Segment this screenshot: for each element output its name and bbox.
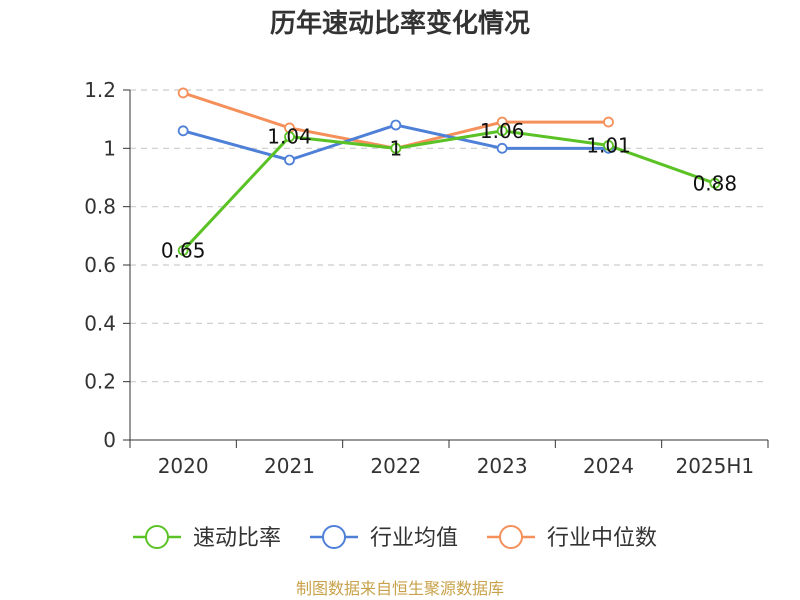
x-tick-label: 2021 <box>264 454 315 478</box>
data-point <box>709 177 721 189</box>
y-tick-label: 1 <box>103 136 116 160</box>
y-tick-label: 0.4 <box>84 311 116 335</box>
legend-label: 速动比率 <box>193 526 281 551</box>
data-point <box>177 87 189 99</box>
x-tick-label: 2020 <box>158 454 209 478</box>
series-lines <box>182 91 716 252</box>
legend-swatch-marker <box>322 525 346 549</box>
data-point <box>390 119 402 131</box>
axes: 0 0.2 0.4 0.6 0.8 1 1.2 2020 2021 2022 2023 2024 202… <box>84 78 769 478</box>
series-line-0 <box>182 129 716 252</box>
legend-swatch-marker <box>499 525 523 549</box>
chart-title: 历年速动比率变化情况 <box>270 8 530 39</box>
data-label: 1.01 <box>586 133 631 157</box>
data-point <box>603 140 614 151</box>
x-tick-label: 2023 <box>477 454 528 478</box>
data-point <box>284 154 295 166</box>
legend: 速动比率 行业均值 行业中位数 <box>133 525 657 551</box>
data-point <box>390 142 402 154</box>
data-point <box>496 142 508 154</box>
x-tick-label: 2024 <box>583 454 634 478</box>
y-tick-label: 0 <box>103 428 116 452</box>
legend-label: 行业均值 <box>370 526 458 551</box>
data-point <box>496 125 508 137</box>
x-tick-label: 2025H1 <box>675 454 754 478</box>
data-labels: 0.65 1.04 1 1.06 1.01 0.88 <box>161 119 737 263</box>
data-point <box>603 116 614 128</box>
x-tick-label: 2022 <box>370 454 421 478</box>
data-label: 0.65 <box>161 238 206 262</box>
data-label: 0.88 <box>693 171 738 195</box>
y-tick-label: 0.6 <box>84 253 116 277</box>
data-label: 1 <box>389 136 402 160</box>
data-point <box>177 245 189 256</box>
data-point <box>284 131 295 143</box>
data-label: 1.06 <box>480 119 525 143</box>
legend-label: 行业中位数 <box>547 526 657 551</box>
y-tick-label: 0.8 <box>84 195 116 219</box>
source-note: 制图数据来自恒生聚源数据库 <box>296 579 504 598</box>
grid-lines <box>130 89 768 383</box>
data-label: 1.04 <box>267 125 312 149</box>
series-points <box>177 87 721 256</box>
y-tick-label: 0.2 <box>84 370 116 394</box>
data-point <box>177 125 189 137</box>
y-tick-label: 1.2 <box>84 78 116 102</box>
legend-swatch-marker <box>145 525 169 549</box>
